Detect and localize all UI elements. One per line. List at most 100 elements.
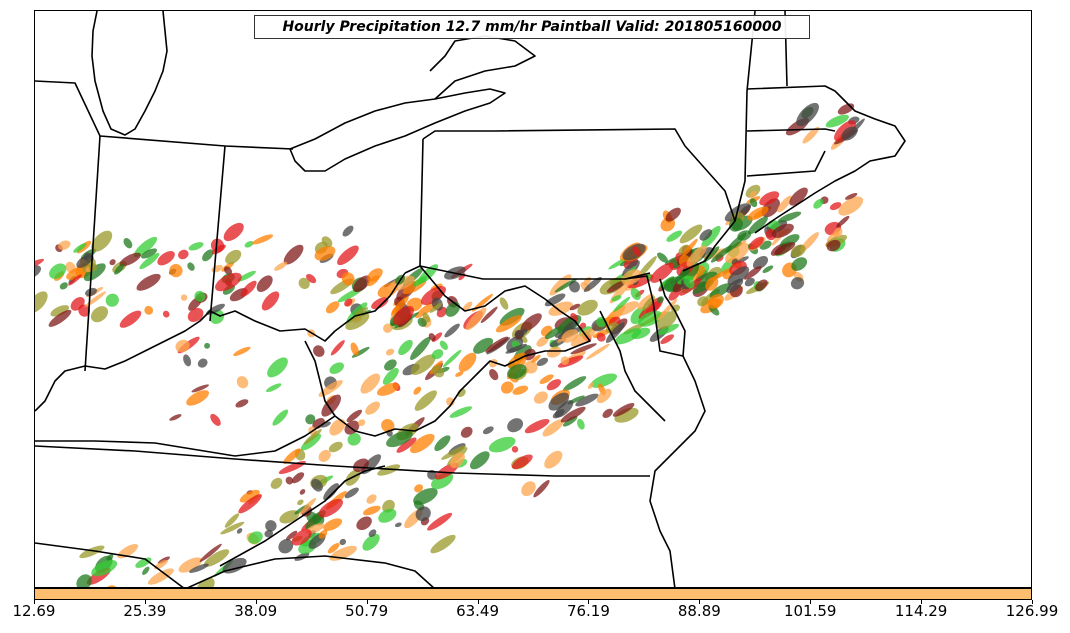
precip-blob <box>283 244 304 265</box>
precip-blob <box>189 563 209 573</box>
precip-blob <box>237 270 256 282</box>
precip-blob <box>725 242 750 264</box>
precip-blob <box>76 254 92 269</box>
precip-blob <box>329 418 346 436</box>
precip-blob <box>845 193 858 200</box>
border-in-oh <box>209 145 226 322</box>
precip-blob <box>802 126 820 144</box>
ohio-river <box>35 272 406 412</box>
border-va-ky <box>234 415 336 457</box>
precip-blob <box>533 480 550 498</box>
precip-blob <box>244 240 254 248</box>
precip-blob <box>693 271 718 288</box>
precip-blob <box>35 258 44 271</box>
precip-blob <box>542 419 564 437</box>
precip-blob <box>272 409 289 426</box>
precip-blob <box>458 352 477 372</box>
precip-blob <box>614 328 642 345</box>
precip-blob <box>311 478 323 492</box>
precip-blob <box>637 293 654 310</box>
precip-blob <box>384 359 397 371</box>
precip-blob <box>759 191 780 206</box>
precip-blob <box>175 339 190 353</box>
precip-blob <box>656 323 680 336</box>
precip-blob <box>279 510 300 524</box>
precip-blob <box>239 489 260 503</box>
precip-blob <box>432 365 445 378</box>
precip-blob <box>203 549 230 567</box>
precip-blob <box>829 202 842 211</box>
precip-blob <box>596 388 612 404</box>
precip-blob <box>434 435 451 452</box>
precip-blob <box>524 360 538 374</box>
precip-blob <box>562 376 587 392</box>
colorbar-tick <box>810 600 812 604</box>
precip-blob <box>210 413 221 426</box>
precip-blob <box>299 489 306 495</box>
precip-blob <box>344 487 359 499</box>
precip-blob <box>59 282 68 290</box>
precip-blob <box>252 234 274 245</box>
precip-blob <box>396 437 417 453</box>
precip-blob <box>328 441 343 453</box>
border-indiana <box>84 135 101 372</box>
precip-blob <box>105 293 119 307</box>
precip-blob <box>441 445 466 460</box>
precip-blob <box>318 498 343 518</box>
precip-blob <box>521 481 536 497</box>
precipitation-paintballs <box>35 102 865 587</box>
border-va-nc <box>35 445 650 477</box>
precip-blob <box>507 418 524 433</box>
atlantic-coast <box>649 355 706 587</box>
precip-blob <box>536 357 549 367</box>
precip-blob <box>347 433 361 446</box>
precip-blob <box>705 277 719 291</box>
precip-blob <box>187 308 204 322</box>
precip-blob <box>762 265 774 273</box>
precip-blob <box>570 343 597 355</box>
colorbar-tick <box>921 600 923 604</box>
precip-blob <box>188 242 204 251</box>
precip-blob <box>725 232 747 253</box>
precip-blob <box>500 381 514 394</box>
precip-blob <box>136 273 161 291</box>
precip-blob <box>70 297 85 311</box>
precip-blob <box>79 545 105 559</box>
precip-blob <box>697 296 708 307</box>
precip-blob <box>114 263 125 275</box>
precip-blob <box>91 230 113 252</box>
precip-blob <box>790 244 806 258</box>
precip-blob <box>575 393 599 407</box>
precip-blob <box>777 195 793 213</box>
colorbar <box>34 588 1032 600</box>
precip-blob <box>546 379 562 391</box>
precip-blob <box>342 225 354 237</box>
precip-blob <box>202 249 214 262</box>
precip-blob <box>632 246 641 257</box>
precip-blob <box>345 312 370 330</box>
colorbar-tick <box>144 600 146 604</box>
precip-blob <box>533 391 548 404</box>
precip-blob <box>427 512 453 531</box>
precip-blob <box>710 267 733 281</box>
precip-blob <box>562 416 578 427</box>
precip-blob <box>238 494 262 514</box>
precip-blob <box>197 358 208 368</box>
precip-blob <box>278 538 294 554</box>
border-mi-oh <box>35 80 294 150</box>
precip-blob <box>657 298 678 321</box>
precip-blob <box>256 275 273 292</box>
precip-blob <box>611 295 622 302</box>
precip-blob <box>357 419 366 427</box>
colorbar-tick <box>34 600 35 604</box>
precip-blob <box>682 238 698 257</box>
precip-blob <box>587 382 595 389</box>
precip-blob <box>570 328 596 347</box>
precip-blob <box>305 414 316 425</box>
precip-blob <box>133 236 158 258</box>
precip-blob <box>666 230 683 242</box>
precip-blob <box>235 399 249 408</box>
precip-blob <box>636 255 657 279</box>
precip-blob <box>449 406 473 418</box>
precip-blob <box>455 371 464 377</box>
